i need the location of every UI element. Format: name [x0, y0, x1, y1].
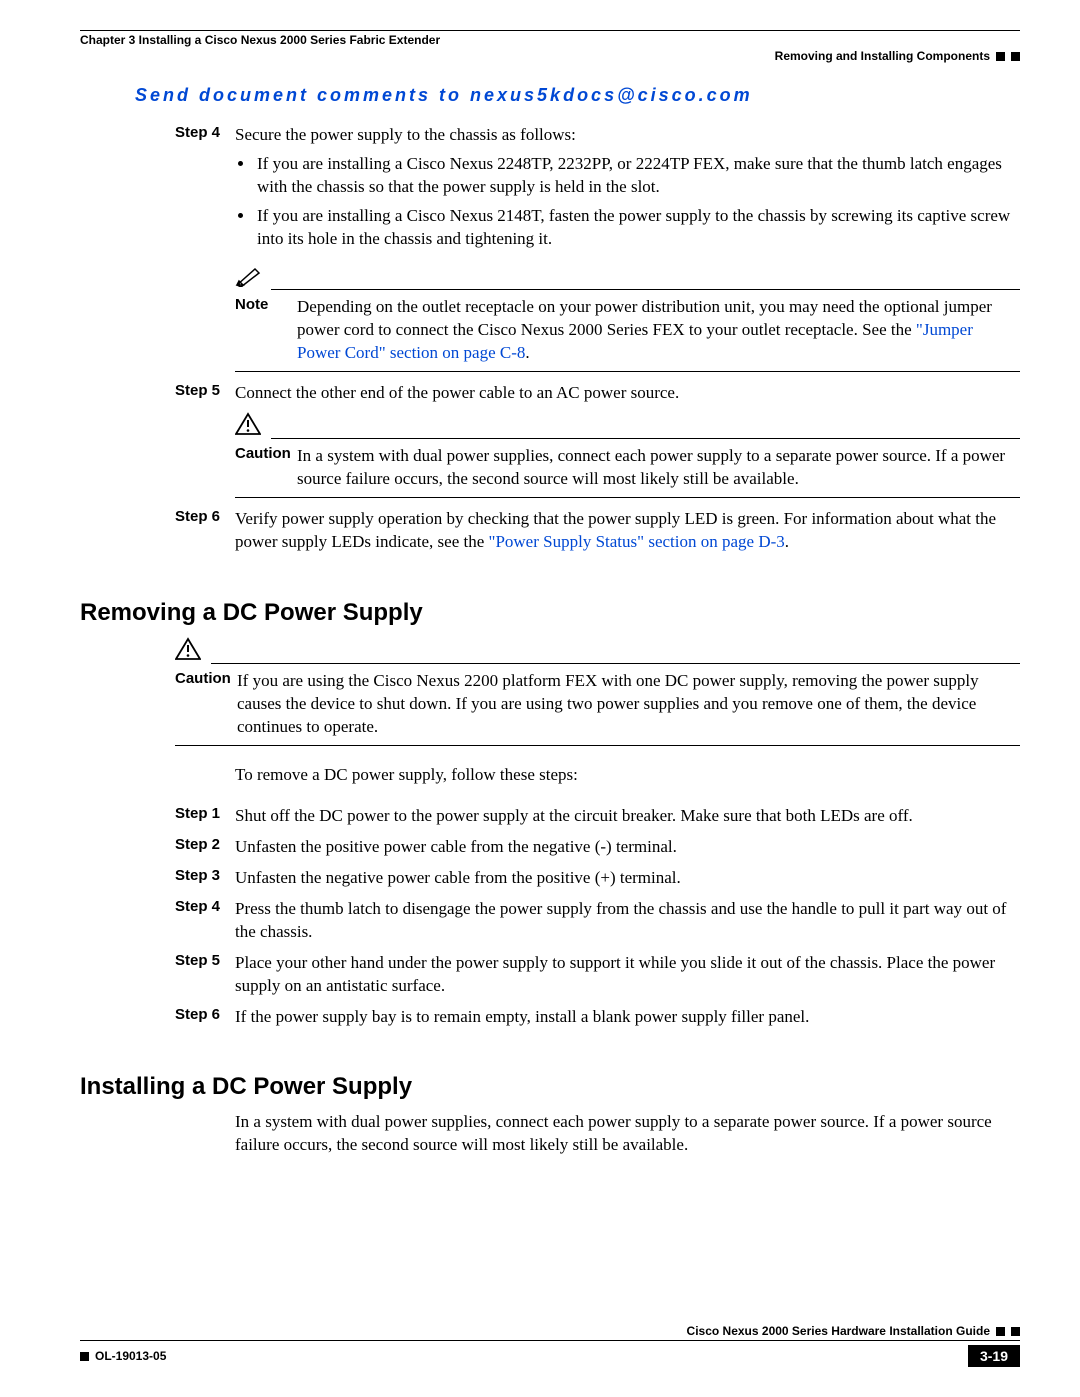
- footer-marker: [80, 1352, 89, 1361]
- header-marker: [1011, 52, 1020, 61]
- header-chapter: Chapter 3 Installing a Cisco Nexus 2000 …: [80, 33, 440, 47]
- step-label: Step 4: [175, 898, 235, 944]
- page-number: 3-19: [968, 1345, 1020, 1367]
- caution-icon: [235, 412, 265, 441]
- step-label: Step 6: [175, 508, 235, 554]
- section-heading: Installing a DC Power Supply: [80, 1073, 1020, 1101]
- step-label: Step 5: [175, 382, 235, 405]
- header-marker: [996, 52, 1005, 61]
- step-text: Verify power supply operation by checkin…: [235, 508, 1020, 554]
- note-label: Note: [235, 296, 297, 365]
- step-text: If the power supply bay is to remain emp…: [235, 1006, 1020, 1029]
- section-heading: Removing a DC Power Supply: [80, 599, 1020, 627]
- intro-text: To remove a DC power supply, follow thes…: [235, 764, 1020, 787]
- comment-banner: Send document comments to nexus5kdocs@ci…: [135, 85, 1020, 106]
- step-text: Shut off the DC power to the power suppl…: [235, 805, 1020, 828]
- step-label: Step 3: [175, 867, 235, 890]
- step-label: Step 6: [175, 1006, 235, 1029]
- footer-marker: [996, 1327, 1005, 1336]
- body-text: In a system with dual power supplies, co…: [235, 1111, 1020, 1157]
- footer-title: Cisco Nexus 2000 Series Hardware Install…: [687, 1324, 990, 1338]
- xref-link[interactable]: "Power Supply Status" section on page D-…: [489, 532, 785, 551]
- step-text: Connect the other end of the power cable…: [235, 382, 1020, 405]
- caution-icon: [175, 637, 205, 666]
- step-text: Unfasten the negative power cable from t…: [235, 867, 1020, 890]
- step-text: Secure the power supply to the chassis a…: [235, 125, 576, 144]
- footer-docid: OL-19013-05: [95, 1349, 166, 1363]
- caution-text: If you are using the Cisco Nexus 2200 pl…: [237, 670, 1020, 739]
- step-label: Step 1: [175, 805, 235, 828]
- note-icon: [235, 265, 265, 292]
- header-section: Removing and Installing Components: [775, 49, 990, 63]
- caution-text: In a system with dual power supplies, co…: [297, 445, 1020, 491]
- bullet-item: If you are installing a Cisco Nexus 2248…: [255, 153, 1020, 199]
- step-text: Press the thumb latch to disengage the p…: [235, 898, 1020, 944]
- step-text: Place your other hand under the power su…: [235, 952, 1020, 998]
- footer-marker: [1011, 1327, 1020, 1336]
- step-label: Step 4: [175, 124, 235, 257]
- step-text: Unfasten the positive power cable from t…: [235, 836, 1020, 859]
- step-label: Step 2: [175, 836, 235, 859]
- caution-label: Caution: [235, 445, 297, 491]
- bullet-item: If you are installing a Cisco Nexus 2148…: [255, 205, 1020, 251]
- note-text: Depending on the outlet receptacle on yo…: [297, 296, 1020, 365]
- caution-label: Caution: [175, 670, 237, 739]
- step-label: Step 5: [175, 952, 235, 998]
